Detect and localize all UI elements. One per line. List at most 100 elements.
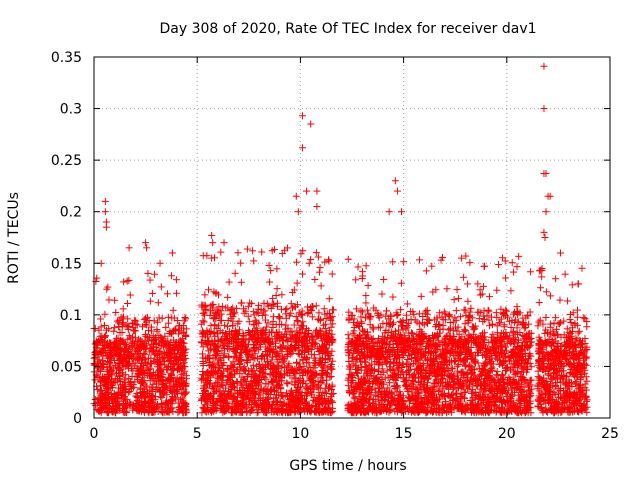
data-point [158,369,166,377]
data-point [122,404,130,412]
data-point [168,330,176,338]
data-point [315,268,323,276]
data-point [167,357,175,365]
data-point [143,388,151,396]
data-point [93,372,101,380]
data-point [138,394,146,402]
data-point [122,371,130,379]
data-point [322,314,330,322]
data-point [113,317,121,325]
data-point [104,408,112,416]
data-point [474,308,482,316]
data-point [152,374,160,382]
data-point [172,276,180,284]
data-point [162,323,170,331]
data-point [121,407,129,415]
data-point [119,305,127,313]
data-point [177,324,185,332]
data-point [133,389,141,397]
data-point [160,390,168,398]
data-point [344,331,352,339]
data-point [125,345,133,353]
data-point [445,312,453,320]
data-point [311,276,319,284]
data-point [116,329,124,337]
data-point [269,313,277,321]
data-point [133,321,141,329]
data-point [111,296,119,304]
data-point [527,268,535,276]
data-point [122,385,130,393]
data-point [321,310,329,318]
data-point [119,337,127,345]
data-point [177,406,185,414]
data-point [158,334,166,342]
data-point [95,326,103,334]
data-point [178,351,186,359]
data-point [122,340,130,348]
data-point [156,386,164,394]
data-point [134,345,142,353]
data-point [94,364,102,372]
data-point [180,317,188,325]
data-point [352,276,360,284]
data-point [118,345,126,353]
data-point [422,267,430,275]
data-point [267,267,275,275]
data-point [101,310,109,318]
data-point [273,285,281,293]
data-point [159,380,167,388]
data-point [148,336,156,344]
data-point [182,315,190,323]
data-point [161,408,169,416]
data-point [171,355,179,363]
data-point [136,407,144,415]
data-point [93,351,101,359]
data-point [293,279,301,287]
data-points [90,62,591,417]
data-point [464,297,472,305]
data-point [362,299,370,307]
data-point [416,256,424,264]
data-point [100,322,108,330]
data-point [243,245,251,253]
data-point [113,376,121,384]
data-point [164,408,172,416]
data-point [315,315,323,323]
data-point [148,399,156,407]
data-point [350,394,358,402]
data-point [320,305,328,313]
data-point [462,327,470,335]
data-point [115,319,123,327]
data-point [102,326,110,334]
data-point [164,313,172,321]
data-point [165,399,173,407]
data-point [297,250,305,258]
data-point [129,402,137,410]
data-point [182,400,190,408]
data-point [151,270,159,278]
data-point [354,263,362,271]
data-point [144,354,152,362]
data-point [182,354,190,362]
data-point [443,285,451,293]
data-point [129,360,137,368]
data-point [139,364,147,372]
data-point [93,399,101,407]
data-point [147,323,155,331]
data-point [166,347,174,355]
data-point [169,306,177,314]
data-point [133,372,141,380]
data-point [140,380,148,388]
data-point [159,391,167,399]
data-point [141,338,149,346]
data-point [172,289,180,297]
data-point [400,258,408,266]
data-point [125,351,133,359]
data-point [224,293,232,301]
data-point [176,382,184,390]
data-point [199,368,207,376]
data-point [201,291,209,299]
data-point [268,301,276,309]
data-point [153,380,161,388]
